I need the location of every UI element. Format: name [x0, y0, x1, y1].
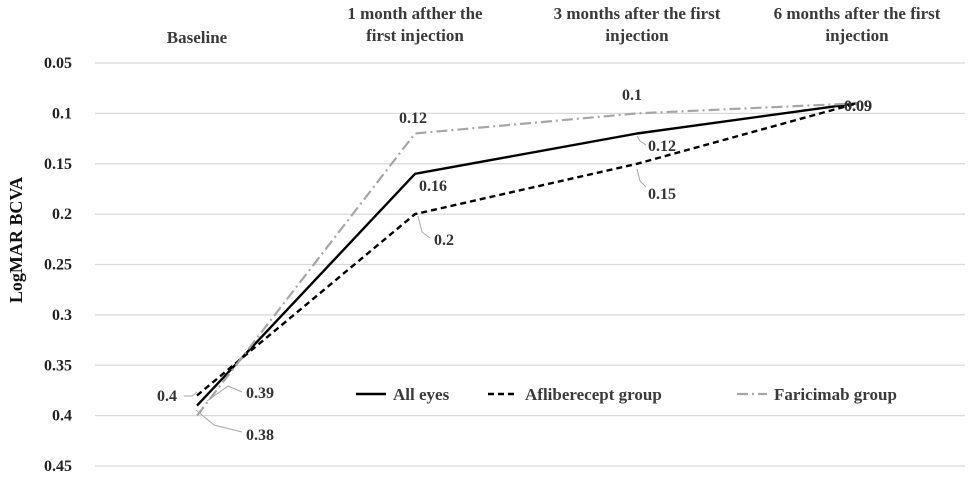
data-label: 0.2	[434, 232, 454, 249]
data-label: 0.09	[844, 98, 872, 115]
y-tick-label: 0.15	[44, 156, 72, 173]
y-tick-label: 0.4	[52, 408, 72, 425]
data-label: 0.12	[399, 110, 427, 127]
y-tick-label: 0.35	[44, 357, 72, 374]
category-label: 3 months after the first injection	[554, 4, 721, 45]
data-label: 0.09	[844, 98, 872, 115]
y-tick-label: 0.25	[44, 257, 72, 274]
series-line-1	[196, 102, 858, 397]
category-label: 6 months after the first injection	[774, 4, 941, 45]
data-label: 0.1	[622, 87, 642, 104]
label-callout	[195, 409, 243, 433]
data-label: 0.39	[246, 385, 274, 402]
label-callout	[417, 215, 431, 239]
legend-entry: All eyes	[393, 385, 450, 404]
y-tick-label: 0.3	[52, 307, 72, 324]
category-label: 1 month afther the first injection	[347, 4, 483, 45]
category-label: Baseline	[167, 28, 228, 47]
y-tick-label: 0.2	[52, 206, 72, 223]
y-tick-label: 0.45	[44, 458, 72, 475]
series-line-0	[196, 102, 858, 407]
data-label: 0.15	[648, 186, 676, 203]
label-callout	[184, 391, 198, 397]
label-callout	[206, 385, 243, 402]
data-label: 0.12	[648, 138, 676, 155]
y-tick-label: 0.05	[44, 55, 72, 72]
data-label: 0.16	[419, 178, 447, 195]
label-callout	[636, 135, 647, 146]
data-label: 0.38	[246, 427, 274, 444]
y-axis-label: LogMAR BCVA	[6, 177, 26, 303]
y-tick-label: 0.1	[52, 105, 72, 122]
legend-entry: Faricimab group	[774, 385, 897, 404]
series-line-2	[196, 102, 858, 417]
legend-entry: Afliberecept group	[525, 385, 662, 404]
data-label: 0.09	[844, 98, 872, 115]
data-label: 0.4	[157, 388, 177, 405]
label-callout	[636, 168, 647, 188]
